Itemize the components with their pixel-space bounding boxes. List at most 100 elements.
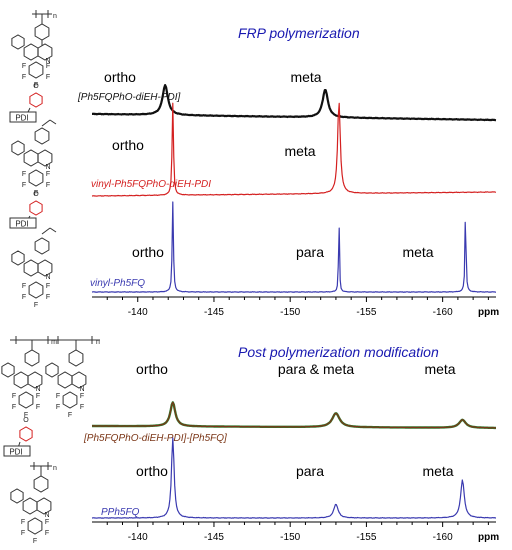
fluorine-label: F: [46, 283, 50, 290]
quinoline-3-ring-a: [23, 259, 39, 277]
quinoline-5-phenyl: [10, 488, 24, 504]
fluorine-label: F: [36, 393, 40, 400]
pdi-box: [9, 217, 37, 229]
vinyl-group: [41, 119, 51, 127]
quinoline-1-ring-a: [23, 43, 39, 61]
frp-series-2-line: [91, 201, 496, 293]
frp-series-1-peak-label: meta: [284, 143, 315, 159]
fluorine-label: F: [46, 171, 50, 178]
nitrogen-label: N: [45, 274, 50, 281]
fluorine-label: F: [12, 404, 16, 411]
quinoline-4a-phenyl: [1, 362, 15, 378]
nitrogen-label: N: [45, 58, 50, 65]
fluorine-label: F: [80, 393, 84, 400]
ppm-series-0-line: [91, 401, 496, 429]
repeat-m-label: m: [51, 339, 57, 346]
ppm-tick-label: -140: [128, 532, 148, 543]
nitrogen-label: N: [79, 386, 84, 393]
fluorine-label: F: [68, 412, 72, 419]
quinoline-4b-ring-a: [57, 371, 73, 389]
pentafluoro-ring: [27, 517, 43, 535]
pdi-label: PDI: [15, 220, 28, 229]
frp-series-0-line: [91, 84, 497, 122]
pdi-label: PDI: [9, 448, 22, 457]
ppm-tick-label: -155: [356, 532, 376, 543]
ppm-series-0-peak-label: ortho: [136, 361, 168, 377]
frp-series-2-name: vinyl-Ph5FQ: [90, 278, 145, 289]
fluorine-label: F: [56, 404, 60, 411]
frp-tick-label: -145: [204, 307, 224, 318]
frp-spectra-plot: [Ph5FQPhO-diEH-PDI] ortho meta vinyl-Ph5FQP…: [77, 69, 499, 318]
nitrogen-label: N: [44, 512, 49, 519]
fluorine-label: F: [22, 294, 26, 301]
fluorine-label: F: [46, 294, 50, 301]
ppm-series-0-halo: [91, 401, 497, 430]
frp-series-0-peak-label: meta: [290, 69, 321, 85]
frp-series-1-peak-label: ortho: [112, 137, 144, 153]
pentafluoro-ring: [62, 391, 78, 409]
ppm-tick-label: -150: [280, 532, 300, 543]
quinoline-4a-ring-a: [13, 371, 29, 389]
phenyl-ring: [33, 475, 49, 493]
fluorine-label: F: [56, 393, 60, 400]
ppm-tick-label: -160: [433, 532, 453, 543]
frp-series-0-peak-label: ortho: [104, 69, 136, 85]
quinoline-4b-phenyl: [45, 362, 59, 378]
pdi-box: [9, 111, 37, 123]
ppm-series-1-line: [91, 437, 497, 519]
fluorine-label: F: [12, 393, 16, 400]
frp-tick-label: -155: [356, 307, 376, 318]
phenyl-ring: [24, 349, 40, 367]
fluorine-label: F: [22, 74, 26, 81]
frp-tick-label: -160: [433, 307, 453, 318]
phenyl-ring: [34, 237, 50, 255]
quinoline-5-ring-a: [22, 497, 38, 515]
ppm-series-0-name: [Ph5FQPhO-diEH-PDI]-[Ph5FQ]: [83, 433, 227, 444]
fluorine-label: F: [34, 302, 38, 309]
fluorine-label: F: [46, 182, 50, 189]
oxygen-label: O: [33, 83, 39, 90]
vinyl-group: [49, 119, 57, 125]
pdi-label: PDI: [15, 114, 28, 123]
vinyl-group: [41, 227, 51, 235]
phenyl-ring: [34, 127, 50, 145]
nitrogen-label: N: [35, 386, 40, 393]
pentafluoro-ring: [28, 169, 44, 187]
pdi-box: [3, 445, 31, 457]
ppm-series-1-name: PPh5FQ: [101, 507, 140, 518]
vinyl-group: [49, 227, 57, 233]
frp-series-0-name: [Ph5FQPhO-diEH-PDI]: [77, 92, 180, 103]
quinoline-2-ring-b: [37, 149, 53, 167]
quinoline-3-phenyl: [11, 250, 25, 266]
oxygen-label: O: [23, 417, 29, 424]
repeat-n-label: n: [96, 339, 100, 346]
fluorine-label: F: [21, 519, 25, 526]
ppm-series-1-peak-label: para: [296, 463, 324, 479]
ppm-title: Post polymerization modification: [238, 344, 439, 360]
ppm-x-unit: ppm: [478, 532, 499, 543]
quinoline-1-phenyl: [11, 34, 25, 50]
fluorine-label: F: [22, 171, 26, 178]
pentafluoro-ring: [28, 281, 44, 299]
quinoline-3-ring-b: [37, 259, 53, 277]
phenoxy-ring: [19, 426, 33, 442]
frp-series-2-peak-label: meta: [402, 244, 433, 260]
phenyl-ring: [68, 349, 84, 367]
ppm-spectra-plot: [Ph5FQPhO-diEH-PDI]-[Ph5FQ] ortho para & m…: [83, 361, 499, 543]
phenoxy-ring: [29, 92, 43, 108]
quinoline-4a-ring-b: [27, 371, 43, 389]
ppm-series-0-peak-label: meta: [424, 361, 455, 377]
fluorine-label: F: [34, 190, 38, 197]
fluorine-label: F: [45, 530, 49, 537]
fluorine-label: F: [45, 519, 49, 526]
phenoxy-ring: [29, 200, 43, 216]
repeat-n-label: n: [53, 13, 57, 20]
frp-x-unit: ppm: [478, 307, 499, 318]
quinoline-5-ring-b: [36, 497, 52, 515]
quinoline-2-phenyl: [11, 140, 25, 156]
pentafluoro-ring: [28, 61, 44, 79]
frp-tick-label: -150: [280, 307, 300, 318]
ppm-series-1-peak-label: ortho: [136, 463, 168, 479]
